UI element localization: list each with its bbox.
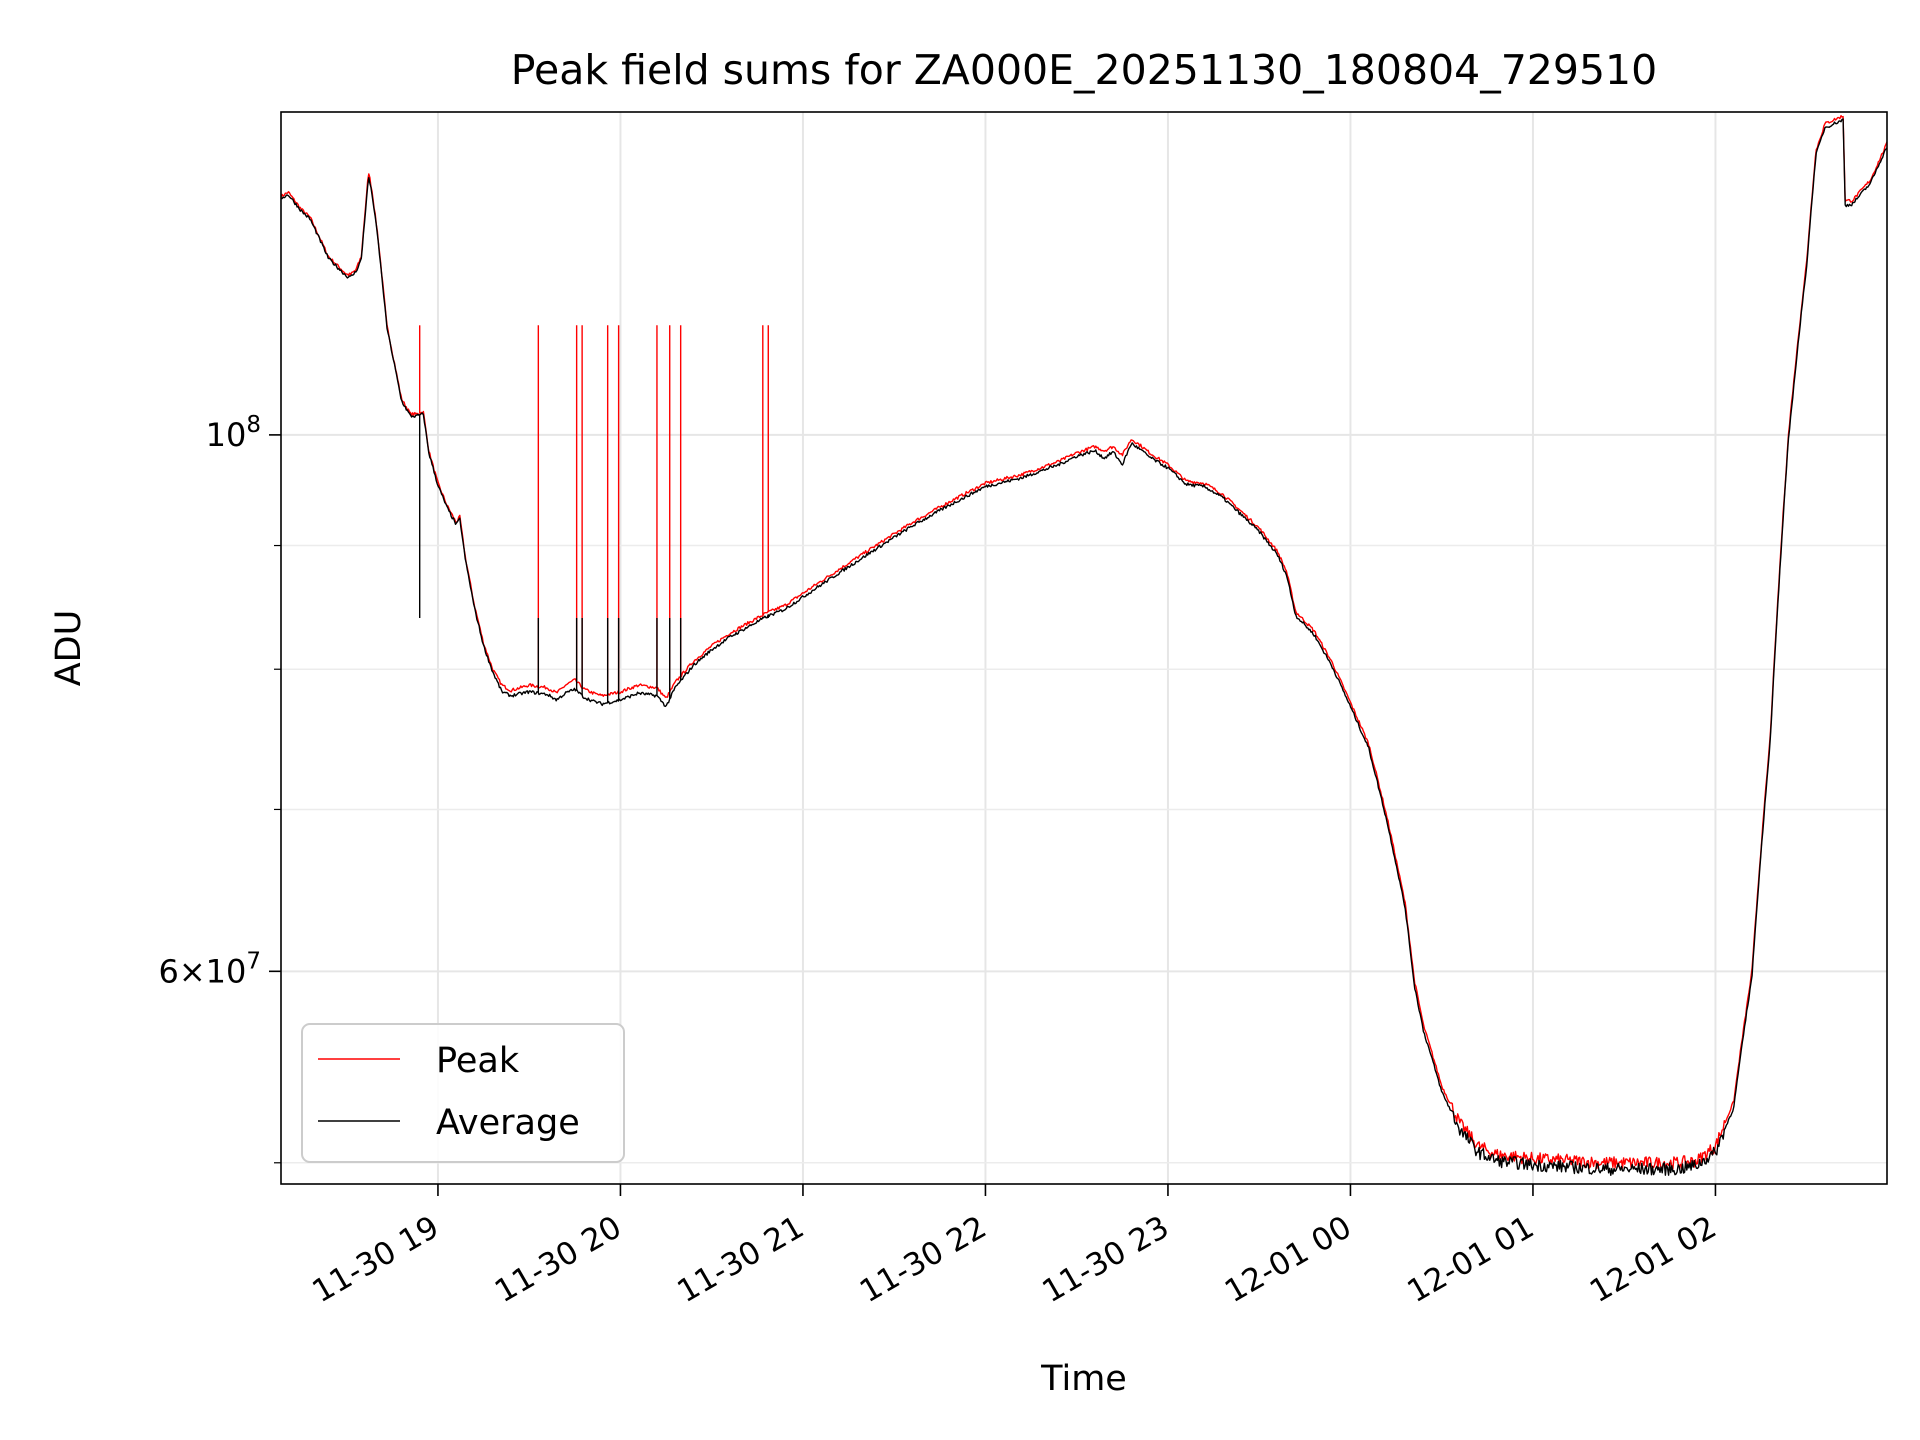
y-tick-label: 6×107: [158, 948, 261, 990]
legend: Peak Average: [301, 1023, 625, 1163]
x-axis-label: Time: [1040, 1359, 1127, 1399]
series-line-average: [281, 118, 1888, 1176]
legend-average-label: Average: [436, 1103, 580, 1143]
plot-frame: [280, 111, 1888, 1185]
y-axis-label: ADU: [49, 610, 89, 687]
series-line-peak: [280, 115, 1888, 1170]
y-tick-label: 108: [206, 412, 261, 454]
chart-title: Peak field sums for ZA000E_20251130_1808…: [511, 46, 1657, 94]
legend-peak-label: Peak: [436, 1041, 520, 1081]
series-layer: [280, 115, 1888, 1176]
